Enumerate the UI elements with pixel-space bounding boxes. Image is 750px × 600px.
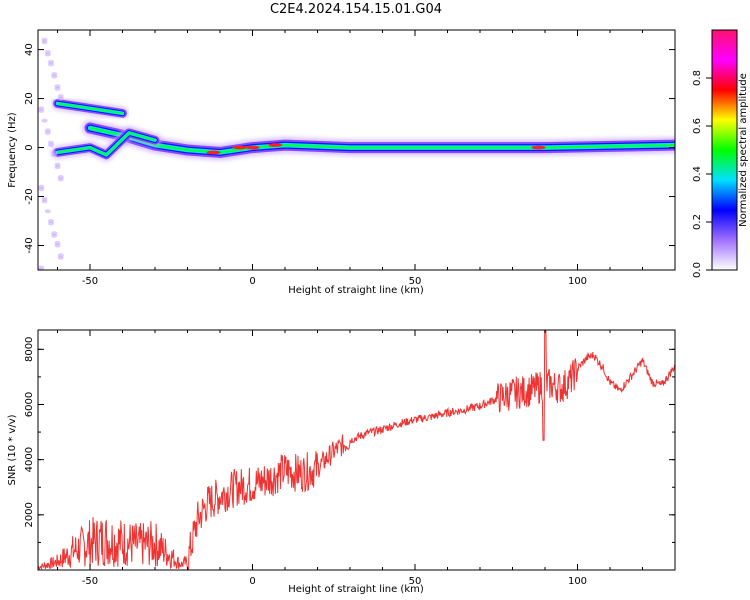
- noise-speck: [57, 174, 64, 179]
- colorbar: 0.0 0.2 0.4 0.6 0.8 Normalized spectral ampl…: [692, 29, 749, 278]
- noise-speck: [57, 253, 64, 258]
- spectrogram-ytick-label: -40: [24, 237, 35, 253]
- spectrogram-axes: -50 0 50 100 -40 -20 0 20 40: [24, 30, 676, 287]
- snr-panel: -50 0 50 100 2000 4000 6000 8000 Height of stra…: [7, 329, 676, 595]
- spectrogram-xtick-label: -50: [82, 276, 98, 287]
- colorbar-tick-label: 0.2: [692, 214, 703, 230]
- noise-speck: [51, 150, 58, 155]
- ridge-1-layer-4: [56, 131, 156, 156]
- spectrogram-ytick-label: 20: [24, 92, 35, 105]
- snr-xlabel: Height of straight line (km): [288, 584, 424, 595]
- snr-xtick-label: 50: [409, 576, 422, 587]
- noise-speck: [38, 184, 45, 189]
- noise-speck: [51, 231, 58, 236]
- spectrogram-ytick-label: 40: [24, 43, 35, 56]
- snr-ytick-label: 6000: [24, 392, 35, 417]
- spectrogram-ylabel: Frequency (Hz): [7, 112, 18, 188]
- ridge-hotspot: [206, 150, 221, 155]
- ridge-hotspot: [232, 145, 247, 150]
- noise-speck: [38, 106, 45, 111]
- noise-speck: [41, 37, 48, 42]
- noise-speck: [41, 196, 48, 201]
- snr-ylabel: SNR (10 * v/v): [7, 414, 18, 485]
- noise-speck: [54, 162, 61, 167]
- spectrogram-xtick-label: 0: [249, 276, 255, 287]
- spectrogram-ytick-label: 0: [24, 144, 35, 150]
- snr-xtick-label: 0: [249, 576, 255, 587]
- ridge-2-layer-4: [56, 102, 124, 115]
- snr-xtick-label: -50: [82, 576, 98, 587]
- noise-speck: [54, 84, 61, 89]
- noise-speck: [41, 118, 48, 123]
- snr-xtick-label: 100: [568, 576, 587, 587]
- colorbar-label: Normalized spectral amplitude: [738, 73, 749, 227]
- snr-ytick-label: 4000: [24, 447, 35, 472]
- colorbar-tick-label: 0.4: [692, 166, 703, 182]
- noise-speck: [48, 59, 54, 64]
- spectrogram-xtick-label: 100: [568, 276, 587, 287]
- snr-series-line: [38, 330, 675, 570]
- snr-ytick-label: 8000: [24, 337, 35, 362]
- colorbar-tick-label: 0.8: [692, 70, 703, 86]
- colorbar-strip: [712, 30, 737, 270]
- colorbar-frame: [711, 29, 738, 271]
- noise-speck: [44, 50, 51, 55]
- colorbar-axis: 0.0 0.2 0.4 0.6 0.8: [692, 29, 738, 278]
- snr-frame: [37, 329, 676, 571]
- spectrogram-ytick-label: -20: [24, 188, 35, 204]
- spectrogram-marks: [38, 37, 675, 270]
- snr-background: [38, 330, 675, 570]
- noise-speck: [57, 94, 64, 99]
- noise-speck: [51, 72, 58, 77]
- spectrogram-xlabel: Height of straight line (km): [288, 285, 424, 296]
- snr-ytick-label: 2000: [24, 502, 35, 527]
- noise-speck: [44, 209, 51, 214]
- noise-speck: [44, 128, 51, 133]
- ridge-hotspot: [531, 145, 546, 150]
- spectrogram-panel: -50 0 50 100 -40 -20 0 20 40 Height of straight …: [7, 29, 676, 296]
- noise-speck: [48, 140, 54, 145]
- ridge-hotspot: [245, 145, 260, 150]
- spectrogram-frame: [37, 29, 676, 271]
- spectrogram-xtick-label: 50: [409, 276, 422, 287]
- snr-axes: -50 0 50 100 2000 4000 6000 8000: [24, 330, 676, 587]
- ridge-hotspot: [268, 143, 283, 147]
- noise-speck: [54, 241, 61, 246]
- colorbar-tick-label: 0.6: [692, 118, 703, 134]
- noise-speck: [38, 265, 45, 270]
- colorbar-tick-label: 0.0: [692, 262, 703, 278]
- noise-speck: [48, 219, 54, 224]
- figure-title: C2E4.2024.154.15.01.G04: [269, 2, 443, 17]
